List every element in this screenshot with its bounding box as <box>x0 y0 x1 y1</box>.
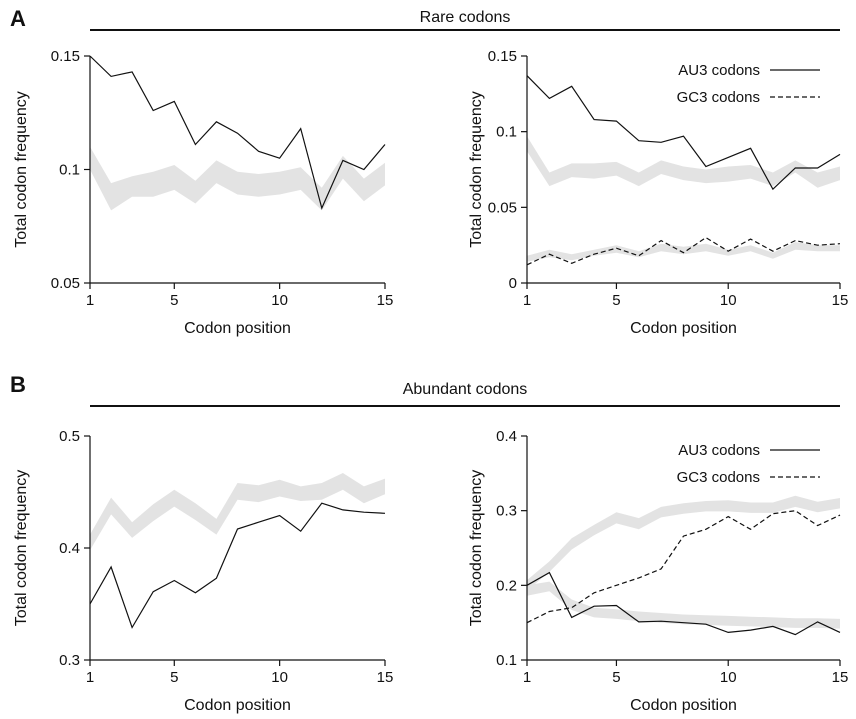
x-tick-label: 1 <box>523 669 531 686</box>
x-axis-label: Codon position <box>184 697 291 714</box>
legend-label: AU3 codons <box>678 442 760 459</box>
x-tick-label: 1 <box>86 669 94 686</box>
x-axis-label: Codon position <box>184 320 291 337</box>
x-tick-label: 5 <box>612 669 620 686</box>
legend-label: GC3 codons <box>677 469 760 486</box>
y-axis-label: Total codon frequency <box>13 470 30 627</box>
y-tick-label: 0.05 <box>488 199 517 216</box>
confidence-band-2 <box>527 242 840 262</box>
confidence-band-1 <box>90 146 385 211</box>
y-axis-label: Total codon frequency <box>468 470 485 627</box>
y-tick-label: 0.2 <box>496 577 517 594</box>
y-tick-label: 0.15 <box>488 48 517 65</box>
confidence-band-2 <box>527 581 840 629</box>
x-tick-label: 15 <box>832 669 849 686</box>
confidence-band-1 <box>527 136 840 188</box>
x-tick-label: 10 <box>271 292 288 309</box>
y-axis-label: Total codon frequency <box>468 91 485 248</box>
section-title-a: Rare codons <box>420 9 511 26</box>
x-axis-label: Codon position <box>630 320 737 337</box>
x-tick-label: 10 <box>720 669 737 686</box>
section-title-b: Abundant codons <box>403 381 528 398</box>
x-tick-label: 15 <box>377 292 394 309</box>
confidence-band-1 <box>90 473 385 551</box>
x-tick-label: 15 <box>377 669 394 686</box>
x-tick-label: 15 <box>832 292 849 309</box>
x-tick-label: 5 <box>170 292 178 309</box>
x-axis-label: Codon position <box>630 697 737 714</box>
series-line-au3-codons <box>526 75 841 191</box>
y-tick-label: 0.1 <box>59 162 80 179</box>
y-axis-label: Total codon frequency <box>13 91 30 248</box>
x-tick-label: 10 <box>271 669 288 686</box>
y-tick-label: 0.1 <box>496 124 517 141</box>
x-tick-label: 1 <box>86 292 94 309</box>
y-tick-label: 0.05 <box>51 275 80 292</box>
series-line-gc3-codons <box>526 510 841 624</box>
series-line-gc3-codons <box>526 236 841 266</box>
legend-label: GC3 codons <box>677 89 760 106</box>
x-tick-label: 5 <box>170 669 178 686</box>
x-tick-label: 10 <box>720 292 737 309</box>
y-tick-label: 0.15 <box>51 48 80 65</box>
y-tick-label: 0.4 <box>496 428 517 445</box>
legend-label: AU3 codons <box>678 62 760 79</box>
y-tick-label: 0.1 <box>496 652 517 669</box>
x-tick-label: 1 <box>523 292 531 309</box>
panel-letter-b: B <box>10 372 26 397</box>
y-tick-label: 0.3 <box>59 652 80 669</box>
y-tick-label: 0.4 <box>59 540 80 557</box>
y-tick-label: 0.3 <box>496 503 517 520</box>
x-tick-label: 5 <box>612 292 620 309</box>
series-line-total <box>89 55 386 210</box>
panel-letter-a: A <box>10 6 26 31</box>
y-tick-label: 0.5 <box>59 428 80 445</box>
series-line-au3-codons <box>526 571 841 636</box>
y-tick-label: 0 <box>509 275 517 292</box>
confidence-band-1 <box>527 495 840 591</box>
series-line-total <box>89 502 386 629</box>
